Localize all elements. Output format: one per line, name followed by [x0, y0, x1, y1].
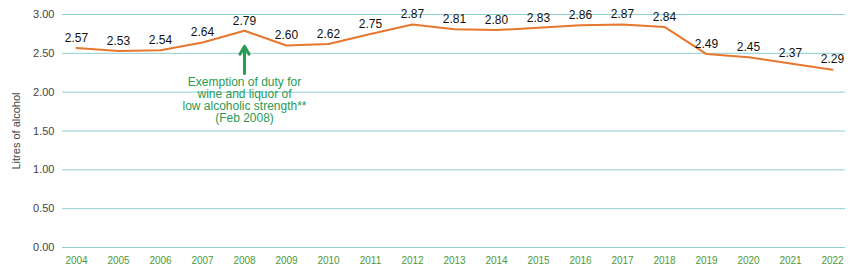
svg-text:2.64: 2.64 — [191, 25, 215, 39]
svg-text:2012: 2012 — [401, 255, 424, 266]
svg-text:2.86: 2.86 — [569, 8, 593, 22]
svg-text:2.45: 2.45 — [737, 40, 761, 54]
svg-text:Litres of alcohol: Litres of alcohol — [10, 92, 22, 169]
svg-text:2.49: 2.49 — [695, 37, 719, 51]
svg-text:2018: 2018 — [653, 255, 676, 266]
svg-text:2.79: 2.79 — [233, 14, 257, 28]
svg-text:2015: 2015 — [527, 255, 550, 266]
svg-text:2.54: 2.54 — [149, 33, 173, 47]
svg-text:2.87: 2.87 — [611, 7, 635, 21]
svg-text:2022: 2022 — [821, 255, 844, 266]
svg-text:2.29: 2.29 — [821, 52, 845, 66]
svg-text:2.84: 2.84 — [653, 10, 677, 24]
svg-text:2017: 2017 — [611, 255, 634, 266]
svg-text:0.00: 0.00 — [33, 241, 54, 253]
svg-text:1.00: 1.00 — [33, 163, 54, 175]
svg-text:2.75: 2.75 — [359, 17, 383, 31]
svg-text:2.37: 2.37 — [779, 46, 803, 60]
svg-text:2.00: 2.00 — [33, 86, 54, 98]
svg-text:2.81: 2.81 — [443, 12, 467, 26]
svg-text:0.50: 0.50 — [33, 202, 54, 214]
svg-text:2014: 2014 — [485, 255, 508, 266]
svg-text:2.57: 2.57 — [65, 31, 89, 45]
svg-text:2.53: 2.53 — [107, 34, 131, 48]
svg-text:2005: 2005 — [107, 255, 130, 266]
svg-text:2007: 2007 — [191, 255, 214, 266]
svg-text:2019: 2019 — [695, 255, 718, 266]
svg-text:2008: 2008 — [233, 255, 256, 266]
svg-text:2.83: 2.83 — [527, 11, 551, 25]
svg-text:2004: 2004 — [65, 255, 88, 266]
svg-text:2.50: 2.50 — [33, 47, 54, 59]
svg-text:Exemption of duty forwine and: Exemption of duty forwine and liquor ofl… — [182, 75, 306, 125]
svg-text:2016: 2016 — [569, 255, 592, 266]
svg-text:2009: 2009 — [275, 255, 298, 266]
svg-text:3.00: 3.00 — [33, 8, 54, 20]
svg-text:2021: 2021 — [779, 255, 802, 266]
svg-text:2010: 2010 — [317, 255, 340, 266]
svg-text:1.50: 1.50 — [33, 125, 54, 137]
svg-text:2011: 2011 — [360, 255, 382, 266]
svg-text:2.60: 2.60 — [275, 28, 299, 42]
svg-text:2.62: 2.62 — [317, 27, 341, 41]
svg-text:2020: 2020 — [737, 255, 760, 266]
svg-text:2013: 2013 — [443, 255, 466, 266]
svg-text:2006: 2006 — [149, 255, 172, 266]
svg-text:2.87: 2.87 — [401, 7, 425, 21]
svg-text:2.80: 2.80 — [485, 13, 509, 27]
